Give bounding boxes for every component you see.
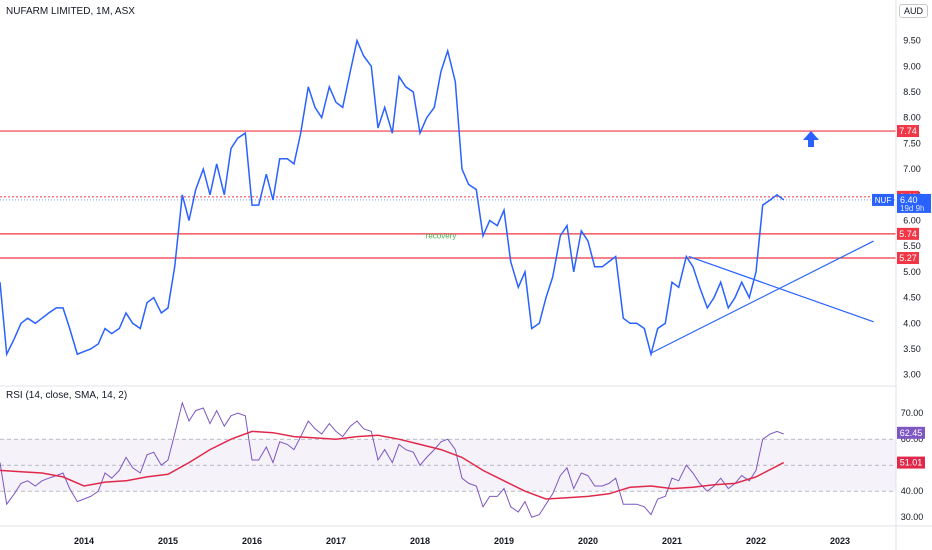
- rsi-tick-label: 40.00: [901, 486, 924, 496]
- level-label-box: [897, 252, 919, 265]
- time-tick-label: 2021: [662, 536, 682, 546]
- recovery-annotation: recovery: [426, 231, 457, 240]
- level-label: 5.74: [899, 229, 917, 239]
- rsi-tick-label: 60.00: [901, 434, 924, 444]
- chart-title: NUFARM LIMITED, 1M, ASX: [6, 6, 135, 17]
- trendline[interactable]: [688, 255, 874, 323]
- rsi-ma-line: [0, 430, 785, 500]
- time-tick-label: 2015: [158, 536, 178, 546]
- time-tick-label: 2018: [410, 536, 430, 546]
- rsi-series-line: [0, 401, 784, 518]
- time-tick-label: 2017: [326, 536, 346, 546]
- rsi-value-label: 51.01: [900, 458, 923, 468]
- rsi-value-box: [897, 456, 925, 469]
- price-tick-label: 4.00: [903, 318, 921, 328]
- rsi-value-box: [897, 426, 925, 439]
- price-tick-label: 3.00: [903, 370, 921, 380]
- time-tick-label: 2014: [74, 536, 94, 546]
- time-tick-label: 2019: [494, 536, 514, 546]
- symbol-tag: NUF: [875, 196, 892, 205]
- time-tick-label: 2020: [578, 536, 598, 546]
- level-label-box: [897, 227, 919, 240]
- rsi-title: RSI (14, close, SMA, 14, 2): [6, 390, 128, 401]
- price-tick-label: 5.50: [903, 241, 921, 251]
- last-price-box: [897, 193, 931, 213]
- price-series-line: [0, 38, 785, 358]
- level-label: 5.27: [899, 253, 917, 263]
- bar-countdown: 19d 9h: [900, 204, 924, 213]
- rsi-value-label: 62.45: [900, 428, 923, 438]
- last-price-label: 6.40: [900, 195, 918, 205]
- price-tick-label: 5.00: [903, 267, 921, 277]
- level-label: 7.74: [899, 126, 917, 136]
- time-tick-label: 2022: [746, 536, 766, 546]
- price-tick-label: 3.50: [903, 344, 921, 354]
- up-arrow-icon: [803, 131, 819, 147]
- time-axis-ticks: 2014 2015 2016 2017 2018 2019 2020 2021 2022 2023: [74, 536, 850, 546]
- price-pane: 3.003.504.004.505.005.506.006.507.007.50…: [0, 36, 931, 380]
- rsi-tick-label: 70.00: [901, 408, 924, 418]
- trendlines: [650, 240, 874, 354]
- price-tick-label: 8.00: [903, 113, 921, 123]
- price-tick-label: 9.50: [903, 36, 921, 46]
- price-tick-label: 7.00: [903, 164, 921, 174]
- price-tick-label: 7.50: [903, 138, 921, 148]
- price-tick-label: 9.00: [903, 61, 921, 71]
- time-tick-label: 2016: [242, 536, 262, 546]
- trendline[interactable]: [650, 240, 874, 354]
- symbol-tag-box: [872, 193, 894, 206]
- price-levels: [0, 130, 896, 259]
- rsi-axis-labels: 62.45 51.01: [897, 426, 925, 469]
- currency-badge[interactable]: AUD: [898, 4, 928, 18]
- price-tick-label: 4.50: [903, 293, 921, 303]
- price-tick-label: 8.50: [903, 87, 921, 97]
- price-tick-label: 6.00: [903, 215, 921, 225]
- rsi-tick-label: 30.00: [901, 512, 924, 522]
- time-tick-label: 2023: [830, 536, 850, 546]
- level-label-box: [897, 125, 919, 138]
